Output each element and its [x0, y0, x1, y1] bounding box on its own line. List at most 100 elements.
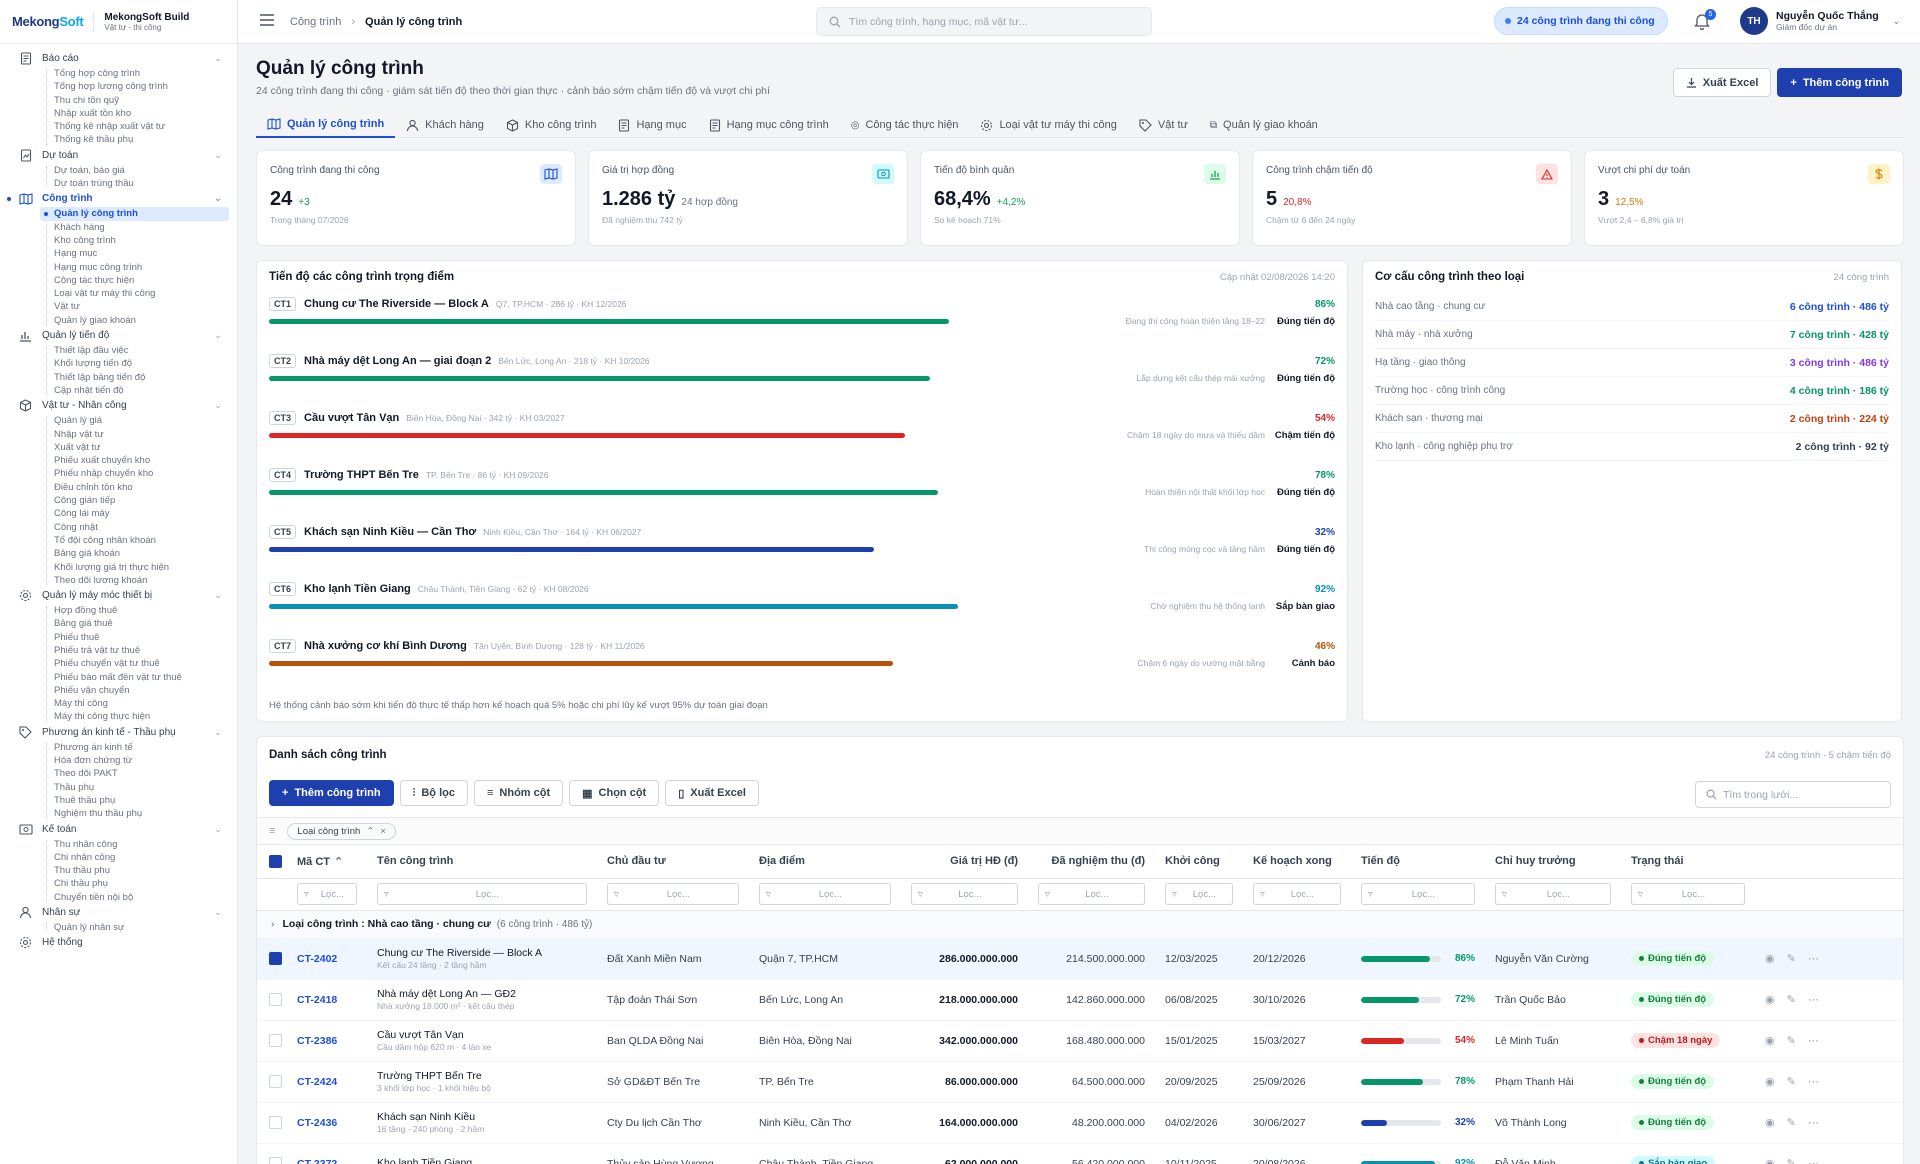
nav-item[interactable]: Phiếu vận chuyển	[54, 684, 130, 696]
nav-item[interactable]: Thiết lập đầu việc	[54, 345, 129, 357]
table-row[interactable]: CT-2424 Trường THPT Bến Tre 3 khối lớp học…	[257, 1061, 1903, 1103]
more-icon[interactable]: ⋯	[1807, 1158, 1819, 1164]
column-header[interactable]: Kế hoạch xong	[1243, 845, 1351, 879]
more-icon[interactable]: ⋯	[1807, 953, 1819, 965]
progress-row[interactable]: CT5 Khách sạn Ninh Kiều — Cần Thơ Ninh Kiề…	[269, 523, 1335, 573]
nav-item[interactable]: Hạng mục công trình	[54, 261, 143, 273]
table-row[interactable]: CT-2418 Nhà máy dệt Long An — GĐ2 Nhà xưởn…	[257, 979, 1903, 1021]
nav-group-header[interactable]: Kế toán ⌄	[0, 821, 237, 838]
project-code-link[interactable]: CT-2436	[297, 1116, 338, 1129]
column-filter-input[interactable]: ▿ Lọc...	[1361, 883, 1475, 905]
row-checkbox[interactable]	[269, 993, 282, 1006]
column-header[interactable]: Đã nghiệm thu (đ)	[1028, 845, 1155, 879]
tab-1[interactable]: Quản lý công trình	[256, 112, 396, 138]
structure-row[interactable]: Khách sạn · thương mại 2 công trình · 224…	[1375, 405, 1889, 433]
column-header[interactable]: Giá trị HĐ (đ)	[901, 845, 1028, 879]
tab-9[interactable]: ⧉ Quản lý giao khoán	[1199, 112, 1329, 138]
nav-item[interactable]: Nhập xuất tồn kho	[54, 107, 132, 119]
row-checkbox[interactable]	[269, 1075, 282, 1088]
nav-item[interactable]: Khối lượng tiến độ	[54, 358, 133, 370]
nav-item[interactable]: Chi thầu phụ	[54, 878, 108, 890]
tab-4[interactable]: Hạng mục	[607, 112, 697, 138]
nav-item[interactable]: Phiếu báo mất đền vật tư thuê	[54, 671, 182, 683]
column-header[interactable]: Chỉ huy trưởng	[1485, 845, 1621, 879]
nav-item[interactable]: Máy thi công thực hiện	[54, 711, 151, 723]
edit-icon[interactable]: ✎	[1786, 1158, 1796, 1164]
structure-row[interactable]: Nhà cao tầng · chung cư 6 công trình · 48…	[1375, 293, 1889, 321]
nav-item[interactable]: Theo dõi PAKT	[54, 768, 118, 780]
nav-item[interactable]: Nghiệm thu thầu phụ	[54, 808, 143, 820]
column-header[interactable]: Tên công trình	[367, 845, 597, 879]
edit-icon[interactable]: ✎	[1786, 1117, 1796, 1129]
nav-item[interactable]: Thuê thầu phụ	[54, 794, 116, 806]
column-header[interactable]: Địa điểm	[749, 845, 901, 879]
nav-item[interactable]: Nhập vật tư	[54, 428, 104, 440]
global-search-input[interactable]: Tìm công trình, hạng mục, mã vật tư...	[816, 7, 1152, 36]
user-menu[interactable]: TH Nguyễn Quốc Thắng Giám đốc dự án ⌄	[1740, 7, 1900, 35]
kpi-card[interactable]: Giá trị hợp đồng 1.286 tỷ 24 hợp đồng Đã ng…	[588, 150, 908, 246]
nav-item[interactable]: Vật tư	[54, 301, 80, 313]
table-row[interactable]: CT-2436 Khách sạn Ninh Kiều 16 tầng · 240 …	[257, 1102, 1903, 1144]
export-excel-button[interactable]: Xuất Excel	[1672, 68, 1772, 97]
progress-row[interactable]: CT7 Nhà xưởng cơ khí Bình Dương Tân Uyên, …	[269, 637, 1335, 687]
close-icon[interactable]: ×	[380, 825, 386, 837]
nav-group-header[interactable]: Nhân sự ⌄	[0, 904, 237, 921]
nav-item[interactable]: Máy thi công	[54, 698, 108, 710]
progress-row[interactable]: CT2 Nhà máy dệt Long An — giai đoạn 2 Bến …	[269, 352, 1335, 402]
table-row[interactable]: CT-2386 Cầu vượt Tân Vạn Cầu dầm hộp 620 m…	[257, 1020, 1903, 1062]
tab-3[interactable]: Kho công trình	[495, 112, 608, 138]
grid-group-button[interactable]: ≡ Nhóm cột	[473, 780, 564, 806]
nav-item[interactable]: Thu nhân công	[54, 838, 118, 850]
group-chip[interactable]: Loại công trình ⌃ ×	[287, 822, 396, 840]
menu-icon[interactable]	[260, 13, 274, 30]
nav-item[interactable]: Chi nhân công	[54, 851, 116, 863]
tab-7[interactable]: Loại vật tư máy thi công	[969, 112, 1127, 138]
nav-item[interactable]: Kho công trình	[54, 234, 116, 246]
row-checkbox[interactable]	[269, 1157, 282, 1164]
nav-item[interactable]: Phiếu xuất chuyển kho	[54, 455, 151, 467]
nav-item[interactable]: Phiếu trả vật tư thuê	[54, 644, 141, 656]
nav-item[interactable]: Tổ đội công nhân khoán	[54, 534, 156, 546]
nav-item[interactable]: Cập nhật tiến độ	[54, 384, 124, 396]
kpi-card[interactable]: Công trình đang thi công 24 +3 Trong tháng …	[256, 150, 576, 246]
nav-item[interactable]: Thiết lập bảng tiến độ	[54, 371, 146, 383]
nav-item[interactable]: Phiếu nhập chuyển kho	[54, 468, 154, 480]
nav-item[interactable]: Quản lý nhân sự	[54, 922, 125, 934]
nav-group-header[interactable]: Dự toán ⌄	[0, 147, 237, 164]
table-row[interactable]: CT-2372 Kho lạnh Tiền Giang Thủy sản Hùng …	[257, 1143, 1903, 1164]
view-icon[interactable]: ◉	[1765, 1035, 1775, 1047]
tab-8[interactable]: Vật tư	[1128, 112, 1199, 138]
column-filter-input[interactable]: ▿ Lọc...	[1495, 883, 1611, 905]
kpi-card[interactable]: Công trình chậm tiến độ 5 20,8% Chậm từ 6 đ…	[1252, 150, 1572, 246]
row-checkbox[interactable]	[269, 952, 282, 965]
nav-item[interactable]: Thu thầu phụ	[54, 865, 110, 877]
more-icon[interactable]: ⋯	[1807, 1117, 1819, 1129]
nav-item[interactable]: Thống kê nhập xuất vật tư	[54, 121, 165, 133]
project-code-link[interactable]: CT-2424	[297, 1075, 338, 1088]
nav-item[interactable]: Thống kê thầu phụ	[54, 134, 134, 146]
grid-add-button[interactable]: + Thêm công trình	[269, 780, 394, 806]
nav-item[interactable]: Khối lượng giá trị thực hiện	[54, 561, 170, 573]
nav-item[interactable]: Dự toán trúng thầu	[54, 178, 134, 190]
brand-logo[interactable]: MekongSoft	[12, 14, 84, 29]
nav-item[interactable]: Tổng hợp công trình	[54, 68, 140, 79]
nav-item[interactable]: Bảng giá thuê	[54, 618, 113, 630]
progress-row[interactable]: CT4 Trường THPT Bến Tre TP. Bến Tre · 86 t…	[269, 466, 1335, 516]
column-filter-input[interactable]: ▿ Lọc...	[1038, 883, 1145, 905]
nav-item[interactable]: Công tác thực hiện	[54, 274, 135, 286]
view-icon[interactable]: ◉	[1765, 994, 1775, 1006]
nav-item[interactable]: Dự toán, báo giá	[54, 164, 125, 176]
nav-group-header[interactable]: Công trình ⌄	[0, 190, 237, 207]
tab-5[interactable]: Hạng mục công trình	[698, 112, 840, 138]
tab-2[interactable]: Khách hàng	[395, 112, 495, 138]
row-checkbox[interactable]	[269, 1116, 282, 1129]
nav-item[interactable]: Hợp đồng thuê	[54, 605, 118, 617]
nav-item[interactable]: Điều chỉnh tồn kho	[54, 481, 133, 493]
grid-filter-button[interactable]: ⫶ Bộ lọc	[399, 780, 468, 806]
column-header[interactable]: Chủ đầu tư	[597, 845, 749, 879]
column-filter-input[interactable]: ▿ Lọc...	[911, 883, 1018, 905]
project-code-link[interactable]: CT-2418	[297, 993, 338, 1006]
edit-icon[interactable]: ✎	[1786, 1076, 1796, 1088]
nav-item[interactable]: Hóa đơn chứng từ	[54, 755, 133, 767]
project-code-link[interactable]: CT-2402	[297, 952, 338, 965]
